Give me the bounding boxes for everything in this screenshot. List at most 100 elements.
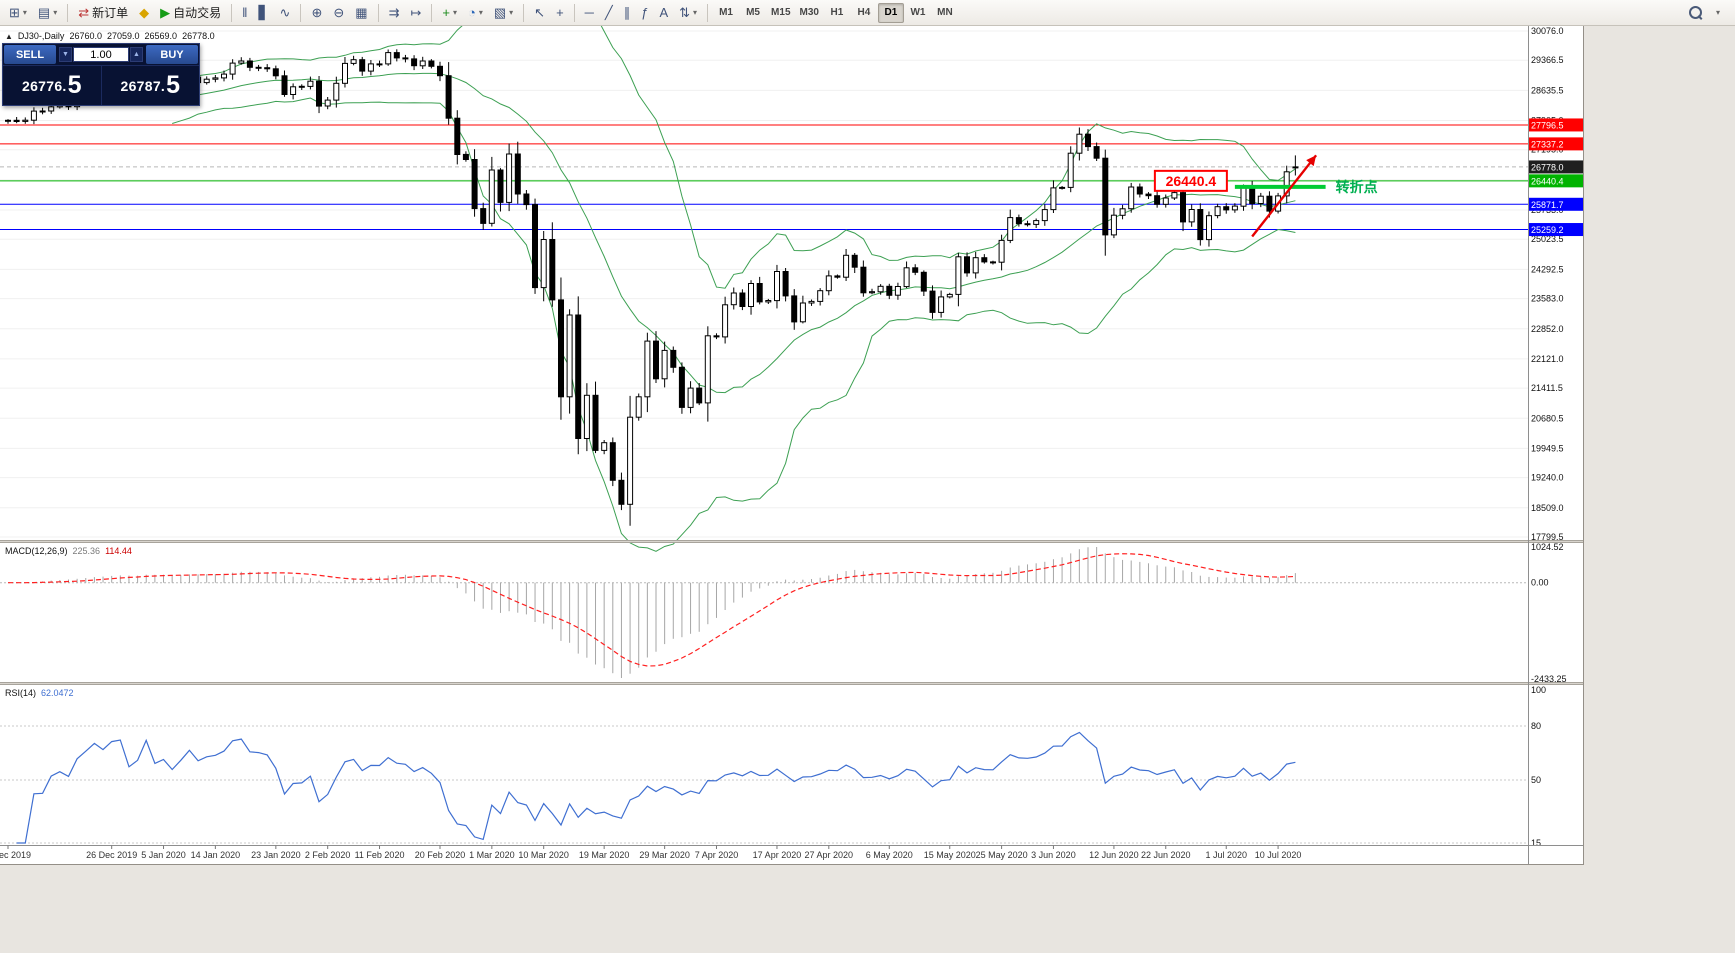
price-axis[interactable]: 30076.029366.528635.527905.027195.026464…: [1529, 26, 1583, 542]
candle-body: [627, 416, 634, 505]
chart-header: ▲ DJ30-,Daily 26760.0 27059.0 26569.0 26…: [5, 31, 215, 41]
candle-body: [359, 59, 366, 72]
chart-shift-button[interactable]: ↦: [405, 2, 426, 24]
zoom-out-button[interactable]: ⊖: [328, 2, 349, 24]
timeframe-m15-button[interactable]: M15: [767, 3, 794, 23]
fibonacci-button[interactable]: ƒ: [636, 2, 653, 24]
candle-body: [445, 75, 452, 119]
time-axis-label: 11 Feb 2020: [355, 850, 405, 860]
horizontal-line-button[interactable]: ─: [580, 2, 599, 24]
periods-button[interactable]: ◔ ▾: [463, 2, 488, 24]
line-chart-button[interactable]: ∿: [275, 2, 296, 24]
candle-body: [722, 304, 729, 338]
candle-body: [523, 193, 530, 206]
timeframe-mn-button[interactable]: MN: [932, 3, 958, 23]
candle-body: [1188, 209, 1195, 223]
sell-button[interactable]: SELL: [4, 45, 56, 64]
candle-body: [1119, 208, 1126, 216]
panel-splitter[interactable]: [0, 540, 1583, 543]
tile-windows-button[interactable]: ▦: [350, 2, 372, 24]
time-axis[interactable]: 7 Dec 2019 26 Dec 2019 5 Jan 2020 14 Jan 20…: [0, 845, 1302, 861]
timeframe-h1-button[interactable]: H1: [824, 3, 850, 23]
candle-body: [1292, 166, 1299, 169]
candle-body: [48, 106, 55, 112]
toolbar-buttons: ⊞ ▾ ▤ ▾ ⇄ 新订单 ◆ ▶ 自动交易 ‖ ▋ ∿ ⊕ ⊖ ▦ ⇉ ↦ + ▾ ◔ ▾ ▧ ▾ ↖ + ─ ╱ ∥ ƒ A ⇅ ▾ M1 M…: [4, 2, 1684, 24]
timeframe-h4-button[interactable]: H4: [851, 3, 877, 23]
channel-button[interactable]: ∥: [619, 2, 636, 24]
candle-body: [30, 110, 37, 121]
candle-body: [583, 394, 590, 439]
trendline-button[interactable]: ╱: [600, 2, 618, 24]
autotrading-button[interactable]: ▶ 自动交易: [155, 2, 226, 24]
ohlc-close: 26778.0: [182, 31, 215, 41]
buy-price[interactable]: 26787. 5: [102, 66, 200, 105]
candle-body: [316, 80, 322, 107]
price-axis-badge-label: 25259.2: [1531, 225, 1564, 235]
timeframe-w1-button[interactable]: W1: [905, 3, 931, 23]
timeframe-m30-button[interactable]: M30: [796, 3, 823, 23]
candlestick-icon: ▋: [258, 5, 269, 20]
buy-price-pip: 5: [166, 71, 181, 99]
new-chart-button[interactable]: ⊞ ▾: [4, 2, 32, 24]
sell-price[interactable]: 26776. 5: [3, 66, 102, 105]
volume-input[interactable]: [73, 47, 129, 62]
volume-decrease-button[interactable]: ▼: [59, 47, 72, 62]
bar-chart-button[interactable]: ‖: [237, 2, 252, 24]
time-axis-label: 1 Jul 2020: [1205, 850, 1247, 860]
price-axis-label: 19240.0: [1531, 473, 1564, 483]
zoom-in-button[interactable]: ⊕: [306, 2, 327, 24]
buy-button[interactable]: BUY: [146, 45, 198, 64]
text-button[interactable]: A: [654, 2, 673, 24]
time-axis-label: 7 Dec 2019: [0, 850, 31, 860]
cursor-button[interactable]: ↖: [529, 2, 550, 24]
candle-body: [367, 63, 374, 72]
text-icon: A: [659, 5, 669, 20]
dropdown-caret-icon: ▾: [478, 7, 483, 17]
price-axis-label: 17799.5: [1531, 532, 1564, 542]
candle-body: [1180, 192, 1186, 223]
toolbar-separator: [67, 3, 69, 22]
horizontal-line-icon: ─: [584, 5, 594, 20]
panel-collapse-icon[interactable]: ▲: [5, 31, 13, 41]
chart-shift-icon: ↦: [410, 5, 422, 20]
candle-body: [5, 119, 11, 122]
new-order-button[interactable]: ⇄ 新订单: [73, 2, 133, 24]
candle-body: [1076, 133, 1083, 154]
candle-body: [1085, 133, 1091, 148]
candle-body: [471, 159, 478, 210]
candle-body: [290, 86, 297, 95]
search-button[interactable]: [1684, 2, 1707, 24]
templates-button[interactable]: ▧ ▾: [489, 2, 518, 24]
arrows-button[interactable]: ⇅ ▾: [674, 2, 702, 24]
candle-body: [497, 169, 504, 203]
candle-body: [713, 335, 720, 338]
profiles-button[interactable]: ▤ ▾: [33, 2, 62, 24]
volume-increase-button[interactable]: ▲: [130, 47, 143, 62]
indicators-button[interactable]: + ▾: [437, 2, 462, 24]
candle-body: [670, 349, 677, 368]
metaeditor-button[interactable]: ◆: [134, 2, 154, 24]
dropdown-caret-icon: ▾: [693, 7, 698, 17]
timeframe-d1-button[interactable]: D1: [877, 2, 904, 23]
candle-body: [774, 271, 780, 302]
time-axis-label: 10 Jul 2020: [1255, 850, 1302, 860]
candle-body: [1015, 217, 1022, 225]
candle-body: [1154, 195, 1161, 205]
tile-windows-icon: ▦: [355, 5, 368, 20]
candlestick-button[interactable]: ▋: [254, 2, 274, 24]
toolbar-options-caret-icon: ▾: [1715, 7, 1720, 17]
candle-body: [869, 291, 875, 294]
candle-body: [480, 208, 487, 224]
candle-body: [212, 77, 219, 80]
candle-body: [1197, 209, 1204, 241]
toolbar-options-button[interactable]: ▾: [1711, 2, 1725, 24]
auto-scroll-button[interactable]: ⇉: [384, 2, 405, 24]
candle-body: [661, 349, 668, 380]
timeframe-m5-button[interactable]: M5: [740, 3, 766, 23]
panel-splitter[interactable]: [0, 682, 1583, 685]
candle-body: [419, 60, 426, 67]
crosshair-button[interactable]: +: [551, 2, 569, 24]
candle-body: [678, 366, 685, 408]
timeframe-m1-button[interactable]: M1: [713, 3, 739, 23]
